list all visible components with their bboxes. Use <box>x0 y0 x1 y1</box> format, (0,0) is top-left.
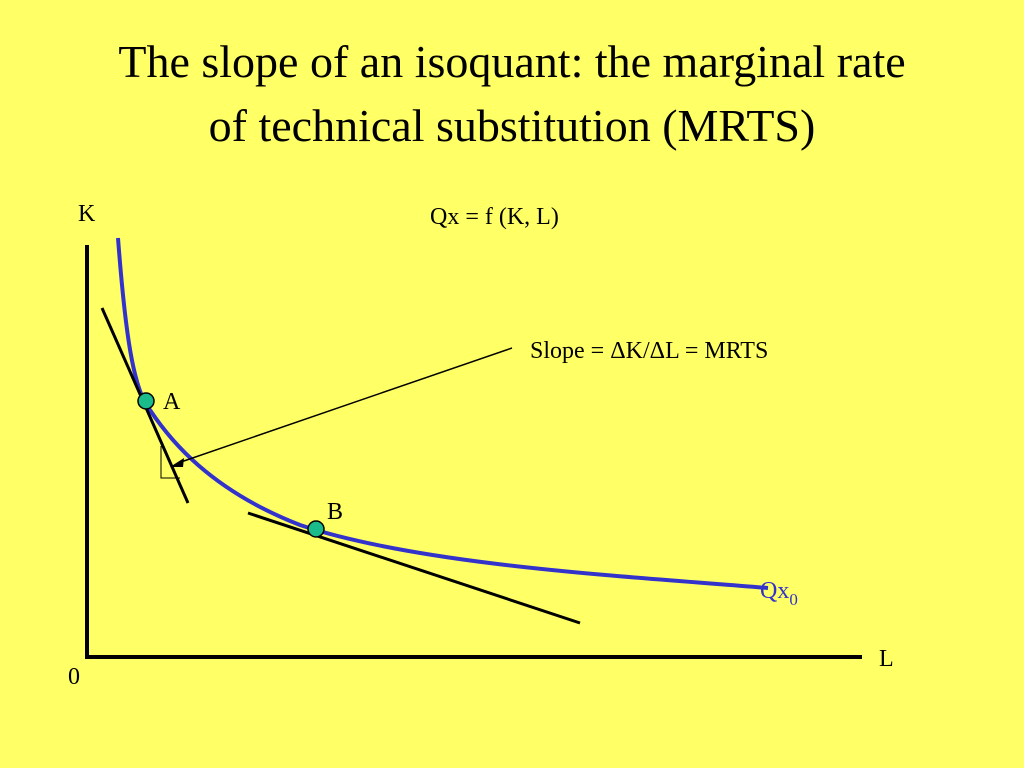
point-b <box>307 520 325 538</box>
slope-annotation: Slope = ΔK/ΔL = MRTS <box>530 338 768 364</box>
point-a-label: A <box>163 389 181 415</box>
isoquant-label-subscript: 0 <box>789 590 798 609</box>
title-line-2: of technical substitution (MRTS) <box>208 100 816 151</box>
isoquant-curve <box>116 237 769 590</box>
title-line-1: The slope of an isoquant: the marginal r… <box>118 36 906 87</box>
slope-triangle <box>160 446 180 479</box>
point-a <box>137 392 155 410</box>
k-axis-label: K <box>78 201 96 227</box>
annotation-arrow-line <box>177 347 513 464</box>
isoquant-label: Qx0 <box>760 578 798 609</box>
origin-label: 0 <box>68 664 80 690</box>
point-b-label: B <box>327 499 343 525</box>
l-axis-label: L <box>879 646 894 672</box>
isoquant-label-main: Qx <box>760 578 789 604</box>
annotation-arrowhead <box>170 458 184 467</box>
slide-title: The slope of an isoquant: the marginal r… <box>0 30 1024 158</box>
function-label: Qx = f (K, L) <box>430 204 559 230</box>
tangent-line-b <box>247 511 581 625</box>
